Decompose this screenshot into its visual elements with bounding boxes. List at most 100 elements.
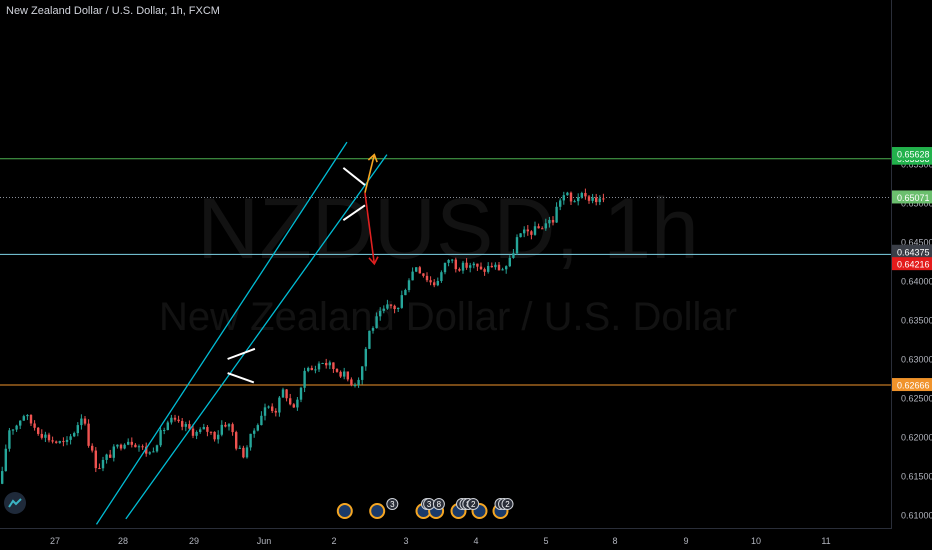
time-tick-label: 29 xyxy=(189,536,199,546)
candle-body xyxy=(569,192,573,202)
candle-body xyxy=(332,362,335,370)
economic-events[interactable]: 32385482322 xyxy=(336,498,514,519)
candle-body xyxy=(577,197,580,202)
price-tag-label: 0.64216 xyxy=(897,260,930,270)
candle-body xyxy=(65,439,69,442)
tradingview-logo-icon[interactable] xyxy=(4,492,26,514)
candle-body xyxy=(159,430,162,446)
candle-body xyxy=(389,304,393,306)
candle-body xyxy=(249,433,252,448)
bear_flag-line xyxy=(227,347,256,360)
price-tag-box xyxy=(892,147,932,161)
candle-body xyxy=(145,446,148,454)
candle-body xyxy=(440,272,443,281)
candle-body xyxy=(253,430,256,434)
price-tag-label: 0.62666 xyxy=(897,381,930,391)
candle-body xyxy=(591,197,594,201)
candle-body xyxy=(213,431,216,440)
candle-body xyxy=(353,385,357,387)
event-count-label: 3 xyxy=(427,500,432,509)
candlesticks xyxy=(1,188,605,485)
price-tick-label: 0.64000 xyxy=(901,277,932,287)
price-tag-box xyxy=(892,244,932,258)
candle-body xyxy=(368,330,371,349)
time-tick-label: 2 xyxy=(331,536,336,546)
candle-body xyxy=(303,370,306,388)
candle-body xyxy=(461,262,465,271)
candle-body xyxy=(497,264,501,271)
price-tick-label: 0.63500 xyxy=(901,316,932,326)
chart-title: New Zealand Dollar / U.S. Dollar, 1h, FX… xyxy=(6,5,220,17)
price-tag-label: 0.65628 xyxy=(897,150,930,160)
candle-body xyxy=(224,424,227,427)
candle-body xyxy=(433,282,436,286)
candle-body xyxy=(487,265,490,272)
candle-body xyxy=(443,262,447,273)
price-tag-box xyxy=(892,378,932,392)
candle-body xyxy=(317,363,321,370)
candle-body xyxy=(195,431,198,436)
candle-body xyxy=(508,257,511,267)
candle-body xyxy=(220,424,223,435)
candle-body xyxy=(134,444,137,448)
price-tick-label: 0.61500 xyxy=(901,472,932,482)
candle-body xyxy=(350,379,353,386)
candle-body xyxy=(191,428,195,436)
candle-body xyxy=(217,434,220,440)
candle-body xyxy=(299,387,303,400)
time-tick-label: 9 xyxy=(683,536,688,546)
candle-body xyxy=(343,371,346,377)
candle-body xyxy=(33,423,36,428)
candle-body xyxy=(375,316,378,329)
candle-body xyxy=(73,433,76,437)
candle-body xyxy=(278,397,281,413)
watermark-name: New Zealand Dollar / U.S. Dollar xyxy=(159,295,737,339)
candle-body xyxy=(15,425,18,430)
candle-body xyxy=(206,427,209,432)
candle-body xyxy=(519,233,522,238)
candle-body xyxy=(289,398,292,405)
time-tick-label: 11 xyxy=(821,536,830,546)
drawing-tools[interactable] xyxy=(95,141,388,525)
candle-body xyxy=(551,219,555,223)
candle-body xyxy=(245,447,249,458)
candle-body xyxy=(296,399,299,408)
time-tick-label: 5 xyxy=(543,536,548,546)
candle-body xyxy=(166,422,169,431)
candle-body xyxy=(119,444,123,449)
candle-body xyxy=(271,406,274,411)
event-flag-icon xyxy=(336,503,353,519)
candle-body xyxy=(231,424,234,433)
candle-body xyxy=(292,404,295,408)
candle-body xyxy=(285,389,288,399)
candle-body xyxy=(235,432,238,449)
candle-body xyxy=(256,425,259,431)
candle-body xyxy=(137,446,141,448)
candle-body xyxy=(479,266,483,270)
candle-body xyxy=(541,228,544,230)
candle-body xyxy=(476,263,479,267)
candle-body xyxy=(281,389,285,398)
candle-body xyxy=(11,429,15,431)
triangle-line xyxy=(342,167,366,186)
candle-body xyxy=(429,280,432,283)
candle-body xyxy=(425,275,429,281)
price-axis[interactable]: 0.655000.650000.645000.640000.635000.630… xyxy=(901,160,932,521)
price-tag-label: 0.64375 xyxy=(897,247,930,257)
candle-body xyxy=(537,226,540,229)
candle-body xyxy=(364,348,367,367)
candle-body xyxy=(37,427,40,434)
candle-body xyxy=(361,366,364,380)
candle-body xyxy=(105,454,108,460)
price-tick-label: 0.61000 xyxy=(901,511,932,521)
channel-trendline xyxy=(125,154,388,520)
candle-body xyxy=(112,446,115,458)
event-count-badge xyxy=(432,498,445,510)
event-count-label: 2 xyxy=(471,500,476,509)
candle-body xyxy=(501,269,504,271)
time-axis[interactable]: 27 28 29 Jun 2 3 4 5 8 9 10 11 xyxy=(50,536,831,546)
candle-body xyxy=(357,379,360,386)
candle-body xyxy=(580,192,583,198)
